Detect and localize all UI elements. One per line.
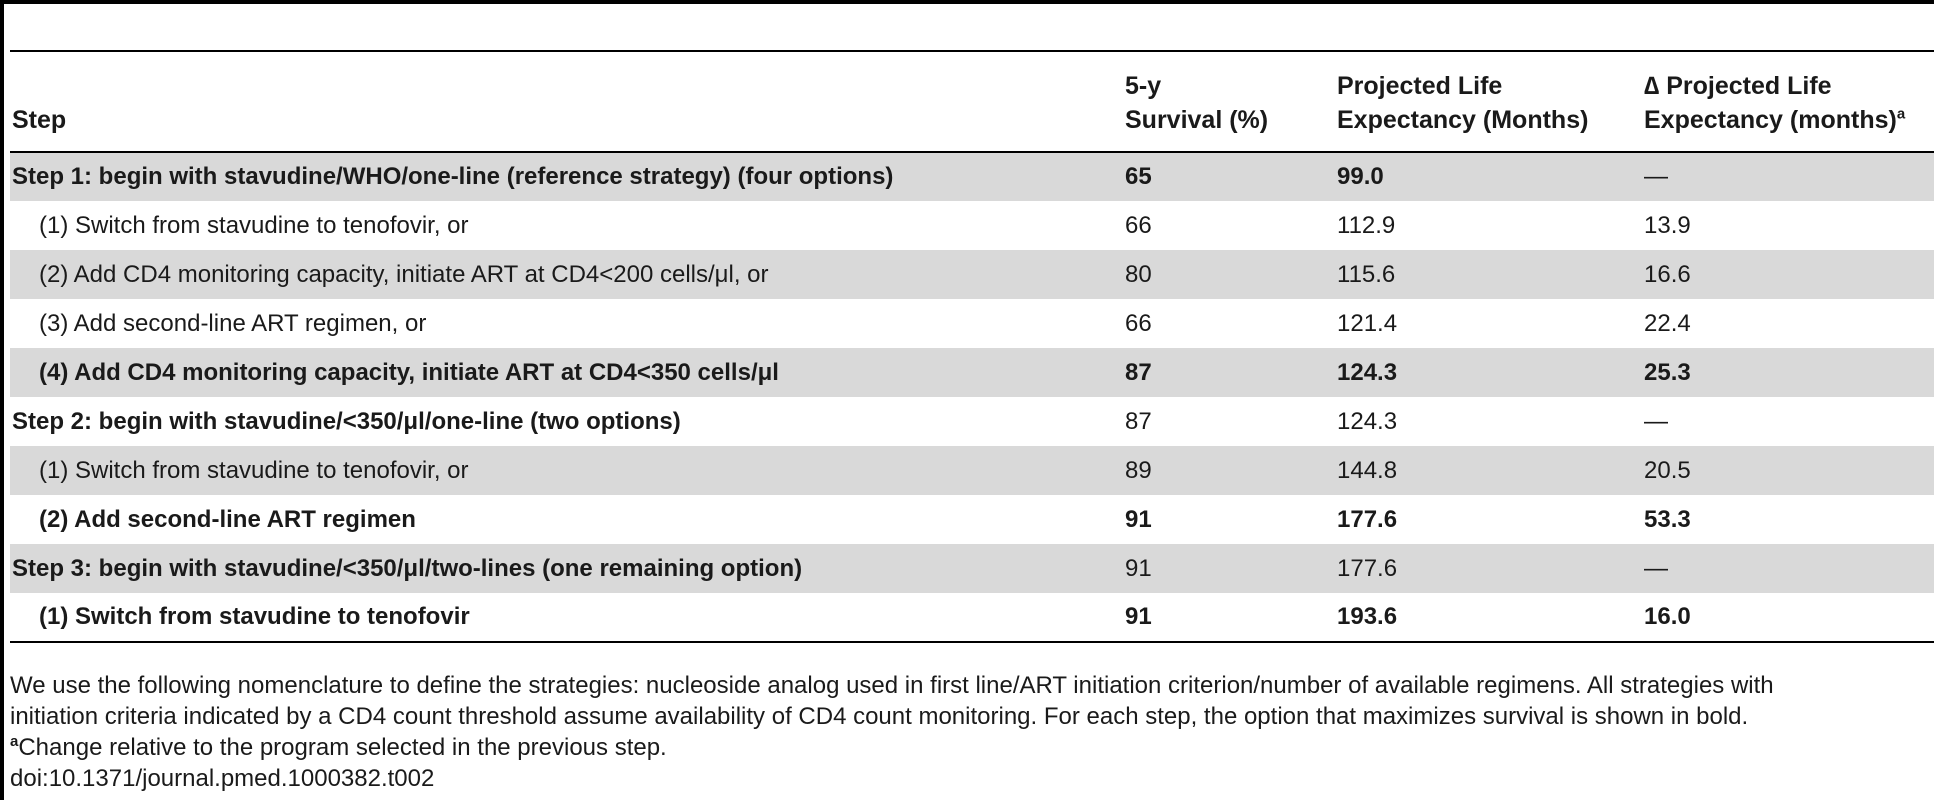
row-survival: 91 <box>1125 593 1337 643</box>
row-delta: 13.9 <box>1644 211 1691 239</box>
header-delta-superscript: a <box>1896 105 1906 123</box>
row-label: (2) Add CD4 monitoring capacity, initiat… <box>39 260 769 288</box>
row-life-expectancy: 124.3 <box>1337 407 1398 435</box>
table-row-best-option: (1) Switch from stavudine to tenofovir 9… <box>10 593 1934 643</box>
footnote-note: aChange relative to the program selected… <box>10 732 1934 763</box>
table-row: (3) Add second-line ART regimen, or 66 1… <box>10 299 1934 348</box>
row-life-expectancy: 193.6 <box>1337 593 1644 643</box>
row-survival: 66 <box>1125 309 1152 337</box>
table-row: (1) Switch from stavudine to tenofovir, … <box>10 201 1934 250</box>
header-delta-line1: ∆ Projected Life <box>1644 72 1832 100</box>
footnote-marker: a <box>10 733 19 750</box>
row-delta: — <box>1644 554 1668 582</box>
row-label: Step 3: begin with stavudine/<350/μl/two… <box>12 554 803 582</box>
row-delta: 25.3 <box>1644 358 1691 386</box>
row-label: (1) Switch from stavudine to tenofovir <box>10 593 1125 643</box>
row-survival: 89 <box>1125 456 1152 484</box>
row-survival: 66 <box>1125 211 1152 239</box>
header-survival-line1: 5-y <box>1125 72 1162 100</box>
strategy-results-table: Step 5-y Survival (%) Projected Life Expec… <box>10 50 1934 643</box>
row-label: (3) Add second-line ART regimen, or <box>39 309 427 337</box>
header-projected-life-expectancy: Projected Life Expectancy (Months) <box>1337 50 1644 153</box>
header-survival: 5-y Survival (%) <box>1125 50 1337 153</box>
results-table-container: Step 5-y Survival (%) Projected Life Expec… <box>10 50 1934 643</box>
row-delta: — <box>1644 163 1668 190</box>
header-delta-line2: Expectancy (months) <box>1644 106 1897 134</box>
row-survival: 65 <box>1125 163 1152 190</box>
header-ple-line2: Expectancy (Months) <box>1337 106 1589 134</box>
row-life-expectancy: 144.8 <box>1337 456 1398 484</box>
row-life-expectancy: 112.9 <box>1337 211 1396 239</box>
row-delta: 16.6 <box>1644 260 1691 288</box>
row-survival: 80 <box>1125 260 1152 288</box>
row-label: Step 1: begin with stavudine/WHO/one-lin… <box>12 163 894 190</box>
header-ple-line1: Projected Life <box>1337 72 1503 100</box>
doi-link[interactable]: doi:10.1371/journal.pmed.1000382.t002 <box>10 765 435 792</box>
table-row-step3: Step 3: begin with stavudine/<350/μl/two… <box>10 544 1934 593</box>
table-row: (1) Switch from stavudine to tenofovir, … <box>10 446 1934 495</box>
row-life-expectancy: 99.0 <box>1337 163 1384 190</box>
footnote-note-text: Change relative to the program selected … <box>18 734 667 761</box>
row-delta: 16.0 <box>1644 593 1934 643</box>
row-label: (4) Add CD4 monitoring capacity, initiat… <box>39 358 779 386</box>
row-survival: 87 <box>1125 407 1152 435</box>
table-row-best-option: (2) Add second-line ART regimen 91 177.6… <box>10 495 1934 544</box>
row-life-expectancy: 177.6 <box>1337 554 1398 582</box>
table-row: (2) Add CD4 monitoring capacity, initiat… <box>10 250 1934 299</box>
top-border-rule <box>0 0 1934 4</box>
row-survival: 87 <box>1125 358 1152 386</box>
row-delta: — <box>1644 407 1668 435</box>
row-delta: 22.4 <box>1644 309 1691 337</box>
row-survival: 91 <box>1125 554 1152 582</box>
table-row-step1: Step 1: begin with stavudine/WHO/one-lin… <box>10 152 1934 201</box>
row-delta: 20.5 <box>1644 456 1691 484</box>
row-label: (1) Switch from stavudine to tenofovir, … <box>39 456 469 484</box>
row-label: (2) Add second-line ART regimen <box>39 505 416 533</box>
left-border-rule <box>0 0 4 800</box>
table-row-best-option: (4) Add CD4 monitoring capacity, initiat… <box>10 348 1934 397</box>
row-life-expectancy: 121.4 <box>1337 309 1398 337</box>
row-survival: 91 <box>1125 505 1152 533</box>
header-survival-line2: Survival (%) <box>1125 106 1269 134</box>
table-header-row: Step 5-y Survival (%) Projected Life Expec… <box>10 50 1934 153</box>
row-life-expectancy: 177.6 <box>1337 505 1398 533</box>
table-footnote: We use the following nomenclature to def… <box>10 670 1934 794</box>
footnote-line1: We use the following nomenclature to def… <box>10 672 1774 699</box>
row-label: Step 2: begin with stavudine/<350/μl/one… <box>12 407 681 435</box>
row-delta: 53.3 <box>1644 505 1691 533</box>
table-row-step2: Step 2: begin with stavudine/<350/μl/one… <box>10 397 1934 446</box>
header-step: Step <box>10 50 1125 153</box>
footnote-line2: initiation criteria indicated by a CD4 c… <box>10 703 1749 730</box>
row-life-expectancy: 124.3 <box>1337 358 1398 386</box>
row-life-expectancy: 115.6 <box>1337 260 1396 288</box>
header-delta-life-expectancy: ∆ Projected Life Expectancy (months)a <box>1644 50 1934 153</box>
row-label: (1) Switch from stavudine to tenofovir, … <box>39 211 469 239</box>
